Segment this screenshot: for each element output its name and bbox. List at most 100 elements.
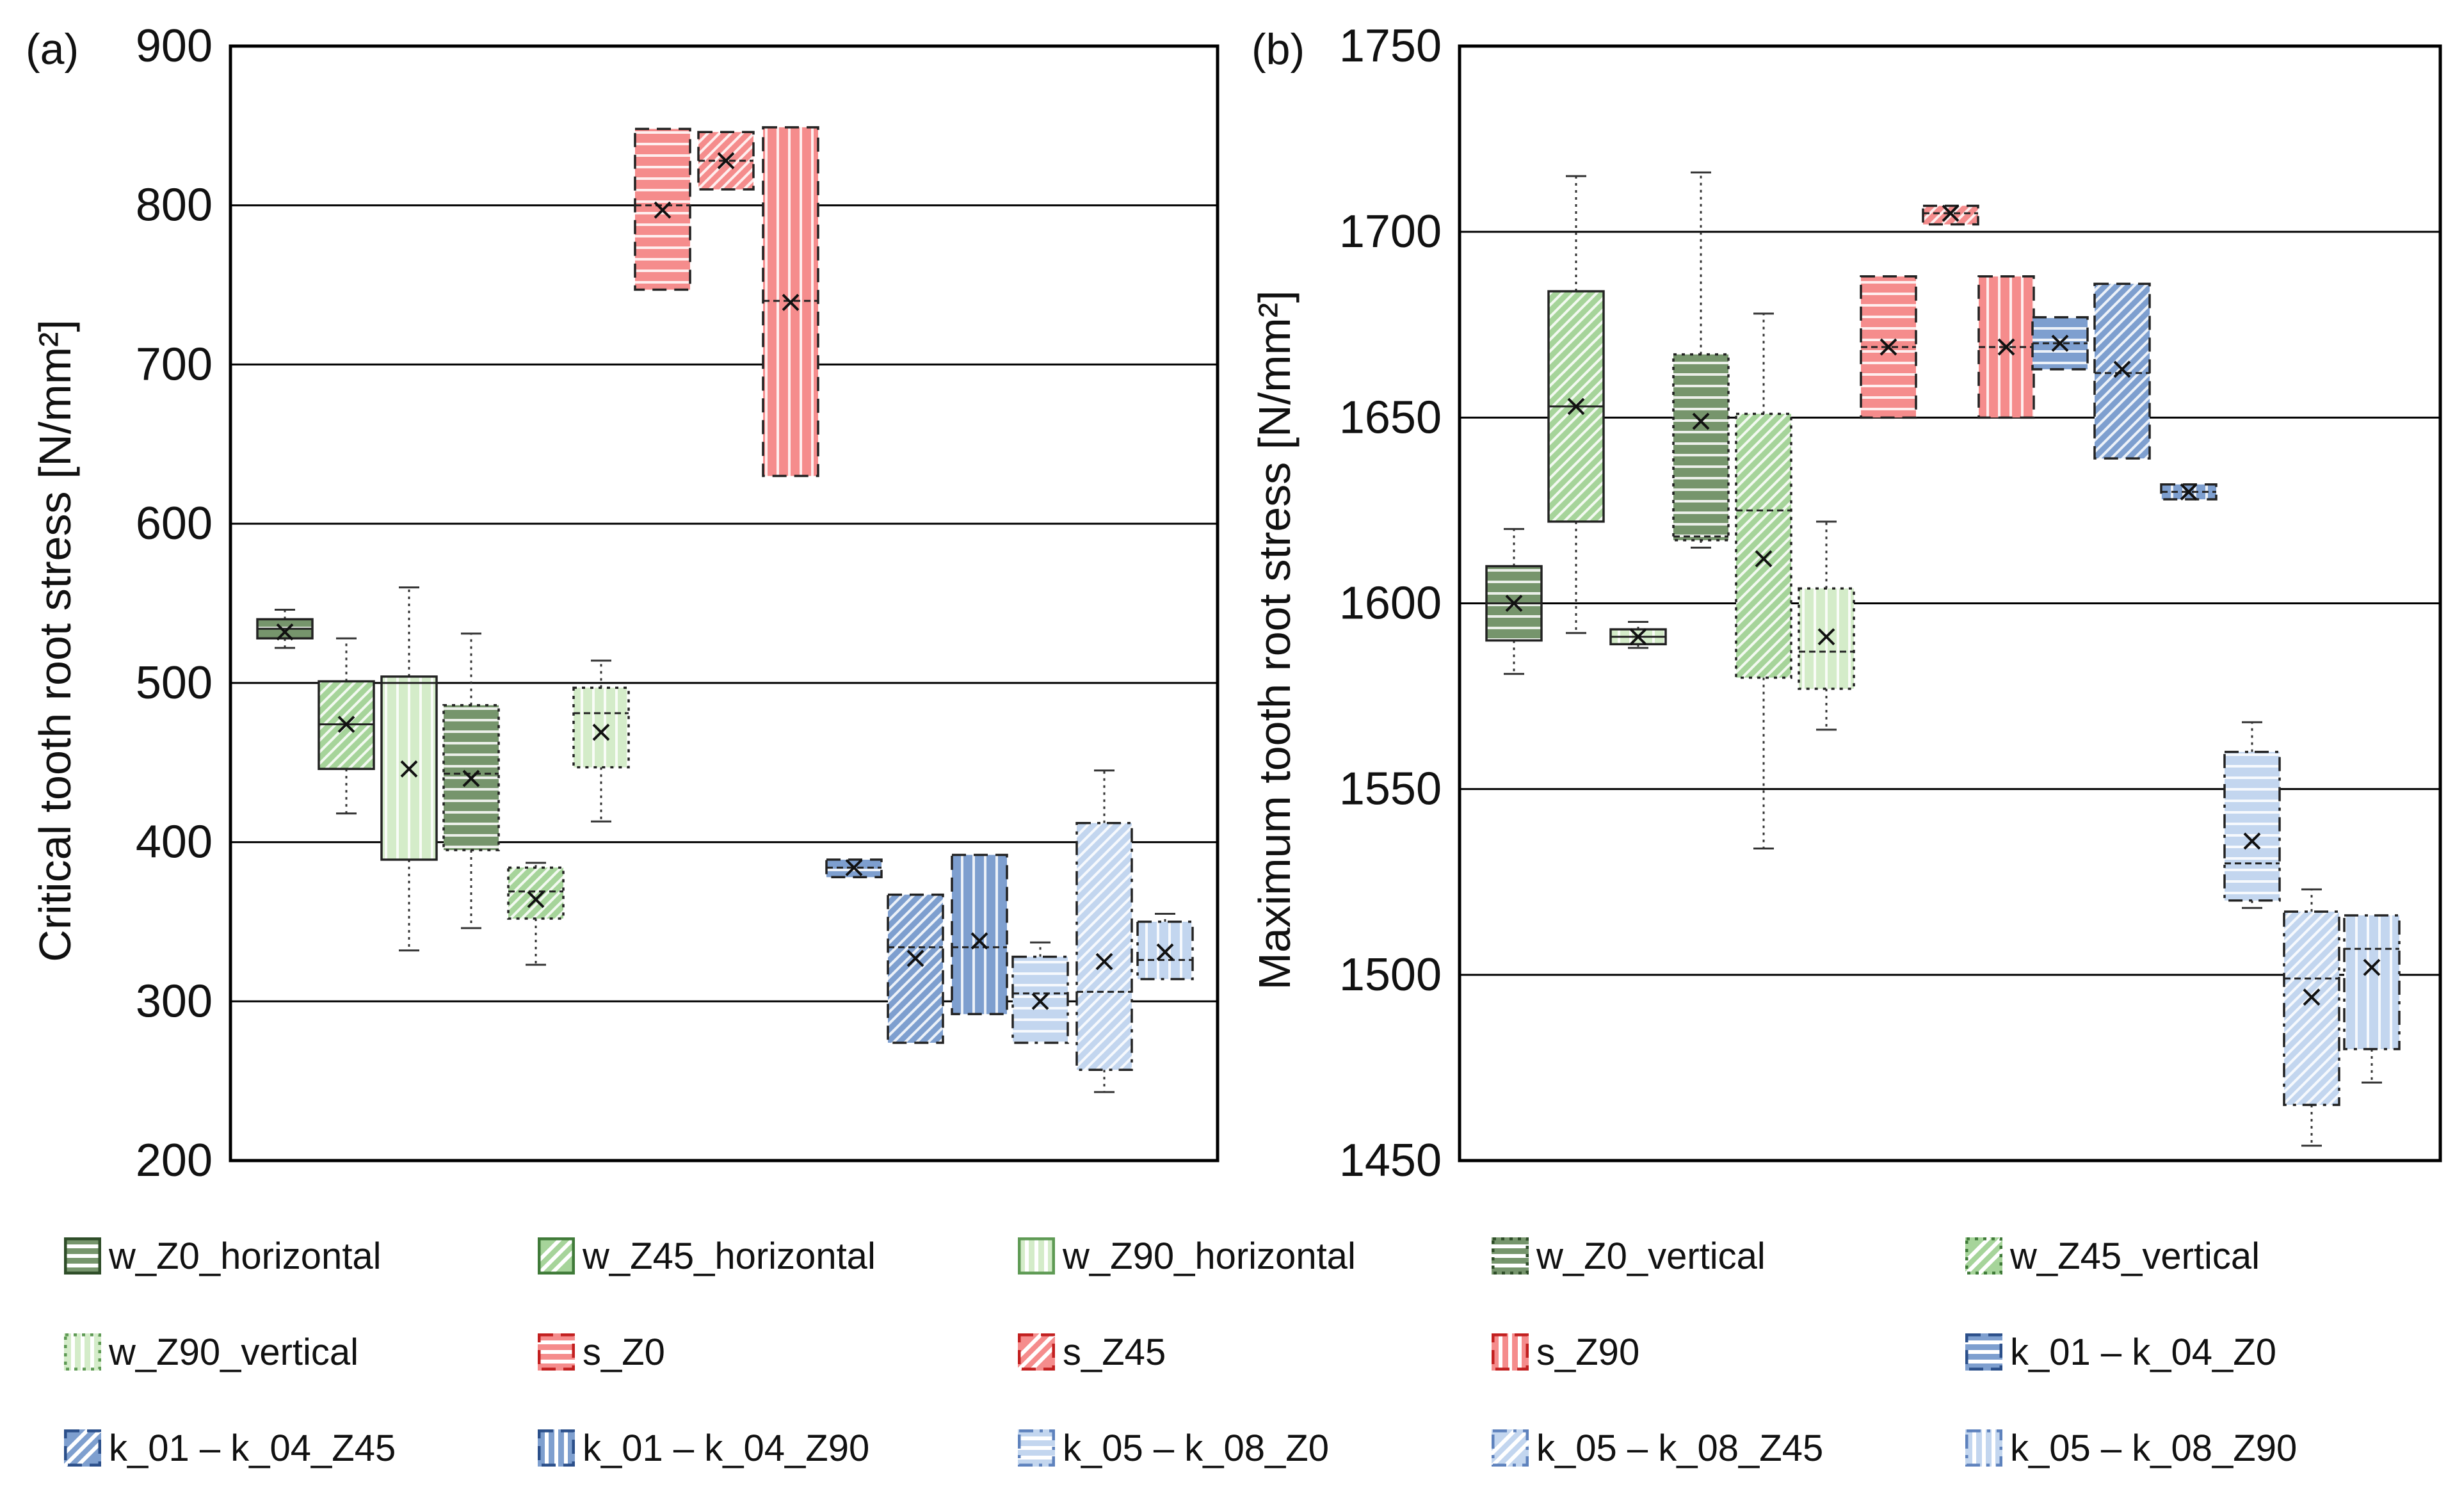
- box-s-z0: [634, 127, 691, 291]
- mean-marker: [1031, 992, 1049, 1010]
- y-tick-label: 1500: [1339, 949, 1442, 1001]
- box-k-01-k-04-z45: [2093, 282, 2151, 460]
- y-tick-label: 1600: [1339, 578, 1442, 629]
- y-tick-label: 300: [136, 976, 213, 1027]
- y-tick-label: 600: [136, 498, 213, 549]
- legend-swatch: [64, 1429, 101, 1467]
- legend-item-w-z0-horizontal: w_Z0_horizontal: [64, 1234, 382, 1278]
- y-tick-label: 200: [136, 1135, 213, 1186]
- legend-item-k-05-k-08-z45: k_05 – k_08_Z45: [1492, 1426, 1823, 1470]
- y-tick-label: 400: [136, 817, 213, 868]
- mean-marker: [2113, 360, 2131, 378]
- legend-swatch: [538, 1333, 575, 1371]
- mean-marker: [2180, 483, 2198, 501]
- box-k-05-k-08-z90: [2343, 914, 2401, 1084]
- legend-swatch: [1018, 1333, 1055, 1371]
- box-k-01-k-04-z0: [2031, 316, 2089, 371]
- box-s-z45: [1922, 204, 1979, 226]
- legend-item-s-z90: s_Z90: [1492, 1330, 1639, 1374]
- mean-marker: [1817, 628, 1835, 646]
- mean-marker: [970, 932, 988, 950]
- legend-item-w-z45-horizontal: w_Z45_horizontal: [538, 1234, 876, 1278]
- mean-marker: [906, 949, 924, 967]
- legend-item-k-01-k-04-z0: k_01 – k_04_Z0: [1965, 1330, 2276, 1374]
- mean-marker: [2363, 958, 2381, 976]
- box-k-01-k-04-z90: [2160, 483, 2218, 501]
- legend-label: s_Z0: [583, 1331, 665, 1373]
- legend-label: k_01 – k_04_Z45: [109, 1427, 396, 1469]
- mean-marker: [592, 723, 610, 741]
- box-k-05-k-08-z90: [1136, 912, 1194, 981]
- legend-swatch: [1965, 1333, 2002, 1371]
- legend-swatch: [64, 1237, 101, 1275]
- mean-marker: [782, 294, 800, 311]
- box-body: [951, 853, 1008, 1015]
- mean-marker: [1692, 412, 1710, 430]
- box-w-z45-vertical: [1735, 312, 1792, 850]
- box-w-z90-vertical: [1798, 520, 1855, 731]
- y-tick-label: 1450: [1339, 1135, 1442, 1186]
- mean-marker: [717, 152, 735, 170]
- mean-marker: [400, 760, 418, 778]
- y-tick-label: 900: [136, 20, 213, 72]
- chart-panel-b: (b) Maximum tooth root stress [N/mm²] 14…: [1250, 20, 2442, 1186]
- box-body: [2223, 750, 2281, 902]
- y-tick-label: 1700: [1339, 206, 1442, 257]
- legend-label: w_Z0_vertical: [1536, 1235, 1766, 1277]
- legend-swatch: [1965, 1237, 2002, 1275]
- legend-label: w_Z45_vertical: [2010, 1235, 2260, 1277]
- legend-swatch: [1965, 1429, 2002, 1467]
- box-body: [1075, 821, 1133, 1071]
- mean-marker: [337, 716, 355, 733]
- mean-marker: [654, 201, 672, 219]
- box-body: [2343, 914, 2401, 1050]
- box-k-05-k-08-z0: [2223, 721, 2281, 909]
- box-k-05-k-08-z45: [1075, 769, 1133, 1093]
- legend-swatch: [1492, 1333, 1529, 1371]
- box-s-z90: [762, 126, 819, 478]
- box-k-05-k-08-z45: [2283, 888, 2340, 1147]
- box-body: [507, 866, 565, 920]
- y-tick-label: 800: [136, 180, 213, 231]
- mean-marker: [1755, 550, 1773, 568]
- box-w-z0-horizontal: [256, 608, 314, 649]
- legend-swatch: [1018, 1237, 1055, 1275]
- box-body: [2093, 282, 2151, 460]
- legend-label: s_Z90: [1536, 1331, 1640, 1373]
- legend-label: k_05 – k_08_Z90: [2010, 1427, 2298, 1469]
- panel-tag-b: (b): [1252, 25, 1305, 74]
- legend-label: w_Z0_horizontal: [109, 1235, 382, 1277]
- mean-marker: [2303, 988, 2321, 1006]
- mean-marker: [276, 623, 294, 641]
- box-body: [1735, 412, 1792, 679]
- box-body: [2283, 910, 2340, 1106]
- legend-label: s_Z45: [1063, 1331, 1166, 1373]
- legend-label: w_Z90_vertical: [109, 1331, 359, 1373]
- legend-item-k-01-k-04-z90: k_01 – k_04_Z90: [538, 1426, 869, 1470]
- legend-item-w-z90-horizontal: w_Z90_horizontal: [1018, 1234, 1356, 1278]
- box-w-z0-vertical: [1672, 171, 1730, 549]
- box-body: [1672, 353, 1730, 542]
- box-w-z45-horizontal: [318, 637, 375, 815]
- box-body: [442, 704, 500, 851]
- box-s-z90: [1977, 275, 2035, 419]
- panel-tag-a: (a): [26, 25, 79, 74]
- box-s-z45: [697, 131, 755, 191]
- box-w-z45-horizontal: [1547, 175, 1605, 634]
- legend-item-s-z0: s_Z0: [538, 1330, 665, 1374]
- legend-label: w_Z90_horizontal: [1063, 1235, 1356, 1277]
- box-k-01-k-04-z0: [825, 858, 883, 879]
- box-body: [887, 893, 944, 1044]
- y-tick-label: 1750: [1339, 20, 1442, 72]
- legend-item-k-05-k-08-z90: k_05 – k_08_Z90: [1965, 1426, 2297, 1470]
- legend-item-k-01-k-04-z45: k_01 – k_04_Z45: [64, 1426, 396, 1470]
- y-tick-label: 700: [136, 339, 213, 390]
- mean-marker: [1879, 338, 1897, 356]
- legend-swatch: [1492, 1237, 1529, 1275]
- plot-frame-b: [1458, 44, 2442, 1162]
- legend-label: k_05 – k_08_Z45: [1536, 1427, 1824, 1469]
- mean-marker: [845, 858, 863, 876]
- y-axis-label-a: Critical tooth root stress [N/mm²]: [30, 319, 80, 962]
- legend-item-w-z0-vertical: w_Z0_vertical: [1492, 1234, 1766, 1278]
